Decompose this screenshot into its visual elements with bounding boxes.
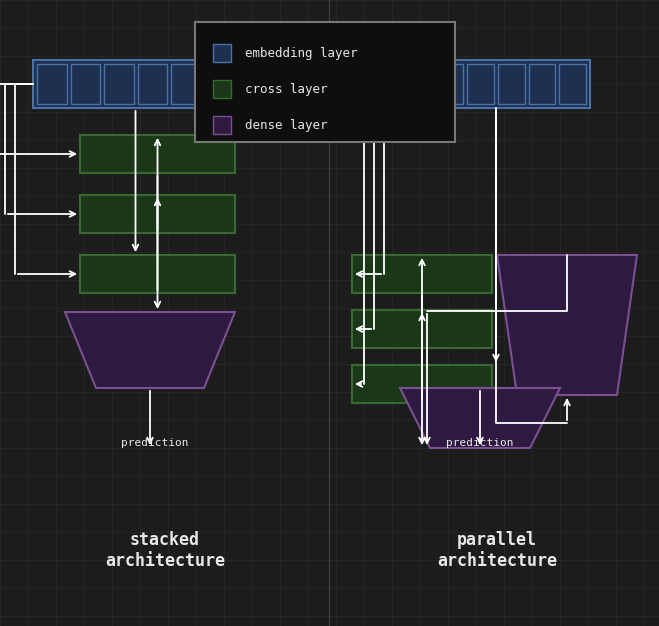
Bar (104, 64, 134, 104)
Polygon shape (65, 312, 235, 388)
Bar (138, 64, 167, 104)
Text: prediction: prediction (446, 438, 514, 448)
Bar (498, 64, 525, 104)
Text: cross layer: cross layer (245, 83, 328, 96)
Bar (80, 195, 235, 233)
Bar (213, 80, 231, 98)
Polygon shape (400, 388, 560, 448)
Bar (33, 60, 238, 108)
Bar (352, 365, 492, 403)
Polygon shape (497, 255, 637, 395)
Text: dense layer: dense layer (245, 118, 328, 131)
Bar (37, 64, 67, 104)
Bar (80, 255, 235, 293)
Bar (171, 64, 200, 104)
Bar (195, 22, 455, 142)
Bar (204, 64, 234, 104)
Text: stacked
architecture: stacked architecture (105, 531, 225, 570)
Bar (71, 64, 100, 104)
Bar (80, 135, 235, 173)
Bar (213, 116, 231, 134)
Bar (213, 44, 231, 62)
Bar (352, 255, 492, 293)
Bar (402, 60, 590, 108)
Bar (406, 64, 433, 104)
Bar (437, 64, 463, 104)
Bar (467, 64, 494, 104)
Bar (529, 64, 556, 104)
Text: prediction: prediction (121, 438, 188, 448)
Text: embedding layer: embedding layer (245, 46, 357, 59)
Bar (352, 310, 492, 348)
Text: parallel
architecture: parallel architecture (437, 531, 557, 570)
Bar (559, 64, 586, 104)
